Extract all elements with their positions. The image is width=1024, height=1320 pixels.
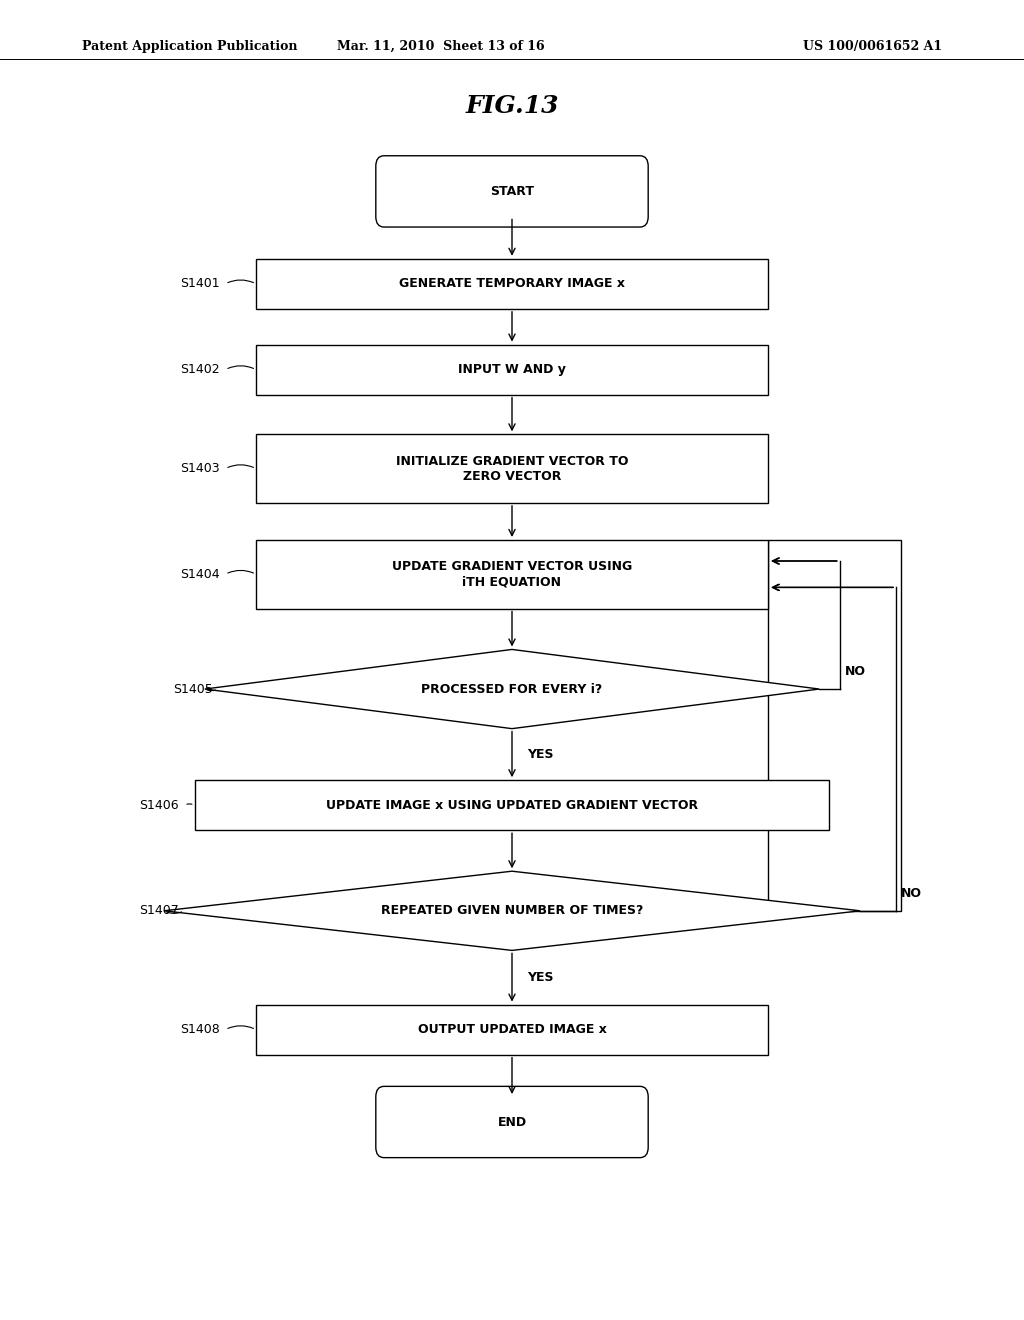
Text: YES: YES bbox=[527, 748, 554, 760]
FancyBboxPatch shape bbox=[376, 1086, 648, 1158]
Text: S1403: S1403 bbox=[180, 462, 220, 475]
Text: NO: NO bbox=[845, 665, 866, 678]
Text: S1405: S1405 bbox=[173, 682, 213, 696]
Bar bbox=[256, 345, 768, 395]
Text: Patent Application Publication: Patent Application Publication bbox=[82, 40, 297, 53]
Text: INITIALIZE GRADIENT VECTOR TO
ZERO VECTOR: INITIALIZE GRADIENT VECTOR TO ZERO VECTO… bbox=[395, 454, 629, 483]
Text: GENERATE TEMPORARY IMAGE x: GENERATE TEMPORARY IMAGE x bbox=[399, 277, 625, 290]
Text: S1408: S1408 bbox=[180, 1023, 220, 1036]
Text: REPEATED GIVEN NUMBER OF TIMES?: REPEATED GIVEN NUMBER OF TIMES? bbox=[381, 904, 643, 917]
Text: Mar. 11, 2010  Sheet 13 of 16: Mar. 11, 2010 Sheet 13 of 16 bbox=[337, 40, 544, 53]
Text: UPDATE GRADIENT VECTOR USING
iTH EQUATION: UPDATE GRADIENT VECTOR USING iTH EQUATIO… bbox=[392, 560, 632, 589]
Text: US 100/0061652 A1: US 100/0061652 A1 bbox=[803, 40, 942, 53]
Text: INPUT W AND y: INPUT W AND y bbox=[458, 363, 566, 376]
Bar bbox=[256, 540, 768, 609]
Bar bbox=[256, 1005, 768, 1055]
Text: FIG.13: FIG.13 bbox=[465, 94, 559, 117]
Text: S1402: S1402 bbox=[180, 363, 220, 376]
Text: UPDATE IMAGE x USING UPDATED GRADIENT VECTOR: UPDATE IMAGE x USING UPDATED GRADIENT VE… bbox=[326, 799, 698, 812]
Bar bbox=[768, 540, 901, 911]
Text: PROCESSED FOR EVERY i?: PROCESSED FOR EVERY i? bbox=[421, 682, 603, 696]
Text: OUTPUT UPDATED IMAGE x: OUTPUT UPDATED IMAGE x bbox=[418, 1023, 606, 1036]
Bar bbox=[195, 780, 829, 830]
Bar bbox=[256, 434, 768, 503]
Text: S1407: S1407 bbox=[139, 904, 179, 917]
Text: END: END bbox=[498, 1115, 526, 1129]
FancyBboxPatch shape bbox=[376, 156, 648, 227]
Polygon shape bbox=[164, 871, 860, 950]
Text: S1404: S1404 bbox=[180, 568, 220, 581]
Text: NO: NO bbox=[901, 887, 923, 900]
Text: S1401: S1401 bbox=[180, 277, 220, 290]
Text: S1406: S1406 bbox=[139, 799, 179, 812]
Bar bbox=[256, 259, 768, 309]
Polygon shape bbox=[205, 649, 819, 729]
Text: YES: YES bbox=[527, 972, 554, 983]
Text: START: START bbox=[490, 185, 534, 198]
